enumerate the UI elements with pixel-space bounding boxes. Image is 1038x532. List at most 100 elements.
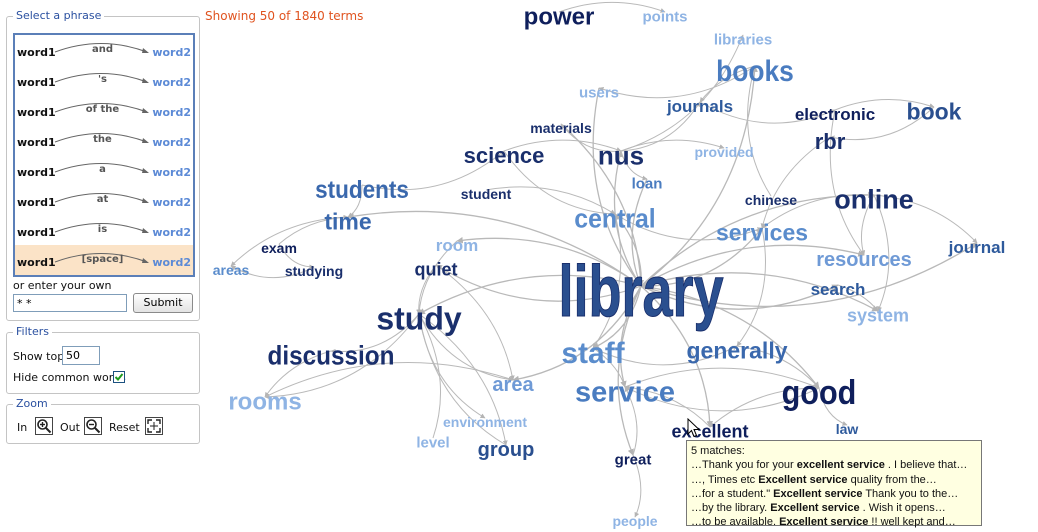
graph-word-great[interactable]: great bbox=[615, 451, 652, 468]
graph-word-books[interactable]: books bbox=[716, 53, 794, 87]
graph-word-people[interactable]: people bbox=[612, 513, 657, 529]
graph-edge bbox=[624, 386, 638, 456]
graph-word-libraries[interactable]: libraries bbox=[714, 31, 772, 48]
match-before: …for a student." bbox=[691, 487, 774, 500]
graph-word-staff[interactable]: staff bbox=[561, 337, 625, 370]
zoom-panel: Zoom In Out Reset bbox=[6, 397, 200, 444]
phrase-row[interactable]: word1 is word2 bbox=[15, 215, 193, 245]
graph-word-electronic[interactable]: electronic bbox=[795, 105, 875, 124]
graph-word-environment[interactable]: environment bbox=[443, 414, 527, 430]
graph-word-time[interactable]: time bbox=[324, 208, 371, 234]
graph-word-service[interactable]: service bbox=[575, 376, 675, 408]
graph-word-book[interactable]: book bbox=[907, 98, 962, 124]
phrase-word2: word2 bbox=[152, 196, 191, 209]
graph-word-law[interactable]: law bbox=[836, 421, 859, 437]
graph-word-journals[interactable]: journals bbox=[666, 97, 733, 116]
graph-word-rooms[interactable]: rooms bbox=[228, 389, 301, 416]
phrase-word1: word1 bbox=[17, 226, 56, 239]
graph-word-area[interactable]: area bbox=[492, 374, 534, 396]
graph-edge bbox=[592, 347, 626, 388]
graph-word-generally[interactable]: generally bbox=[687, 337, 788, 363]
graph-word-good[interactable]: good bbox=[782, 374, 857, 412]
graph-word-areas[interactable]: areas bbox=[213, 262, 250, 278]
graph-word-discussion[interactable]: discussion bbox=[268, 342, 395, 371]
graph-word-central[interactable]: central bbox=[574, 205, 655, 234]
phrase-row[interactable]: word1 the word2 bbox=[15, 125, 193, 155]
graph-word-student[interactable]: student bbox=[461, 186, 512, 202]
phrase-connector-label: of the bbox=[85, 104, 120, 115]
zoom-reset-button[interactable] bbox=[145, 417, 163, 435]
phrase-row[interactable]: word1 and word2 bbox=[15, 35, 193, 65]
graph-edge bbox=[361, 150, 505, 191]
graph-word-rbr[interactable]: rbr bbox=[815, 129, 846, 154]
graph-edge bbox=[503, 150, 616, 217]
graph-edge bbox=[640, 285, 820, 389]
phrase-word1: word1 bbox=[17, 136, 56, 149]
phrase-word2: word2 bbox=[152, 226, 191, 239]
filters-panel: Filters Show top: Hide common words bbox=[6, 325, 200, 394]
graph-word-library[interactable]: library bbox=[558, 251, 724, 332]
graph-edge bbox=[619, 285, 642, 388]
phrase-word1: word1 bbox=[17, 106, 56, 119]
graph-word-science[interactable]: science bbox=[464, 143, 545, 168]
graph-word-system[interactable]: system bbox=[847, 305, 909, 325]
graph-word-provided[interactable]: provided bbox=[694, 144, 753, 160]
graph-edge bbox=[620, 150, 648, 181]
hide-common-checkbox[interactable] bbox=[113, 371, 125, 383]
graph-edge bbox=[632, 454, 642, 518]
graph-edge bbox=[640, 244, 865, 287]
graph-word-materials[interactable]: materials bbox=[530, 120, 592, 136]
graph-edge bbox=[699, 65, 756, 103]
checkmark-icon bbox=[114, 373, 124, 381]
zoom-out-icon bbox=[86, 419, 101, 434]
graph-word-group[interactable]: group bbox=[478, 439, 535, 461]
hide-common-label: Hide common words bbox=[13, 371, 126, 384]
graph-word-quiet[interactable]: quiet bbox=[415, 259, 458, 279]
graph-word-excellent[interactable]: excellent bbox=[671, 421, 748, 441]
graph-word-users[interactable]: users bbox=[579, 84, 619, 101]
zoom-in-button[interactable] bbox=[35, 417, 53, 435]
graph-edge bbox=[418, 313, 508, 446]
phrase-row[interactable]: word1 at word2 bbox=[15, 185, 193, 215]
graph-word-studying[interactable]: studying bbox=[285, 263, 343, 279]
phrase-connector-label: [space] bbox=[81, 254, 124, 265]
show-top-input[interactable] bbox=[62, 346, 100, 365]
phrase-row[interactable]: word1 a word2 bbox=[15, 155, 193, 185]
graph-word-level[interactable]: level bbox=[416, 434, 449, 451]
graph-word-services[interactable]: services bbox=[716, 219, 808, 245]
graph-word-online[interactable]: online bbox=[834, 185, 914, 215]
graph-edge bbox=[592, 87, 642, 287]
word-graph[interactable]: power points libraries books users journals el… bbox=[200, 0, 1038, 532]
graph-edge bbox=[834, 99, 935, 111]
graph-word-journal[interactable]: journal bbox=[948, 238, 1006, 257]
graph-word-resources[interactable]: resources bbox=[816, 249, 912, 271]
graph-edge bbox=[278, 243, 315, 270]
graph-edge bbox=[347, 184, 363, 218]
graph-edge bbox=[837, 284, 879, 312]
graph-edge bbox=[264, 313, 420, 400]
graph-word-loan[interactable]: loan bbox=[632, 175, 663, 192]
zoom-out-button[interactable] bbox=[84, 417, 102, 435]
graph-edge bbox=[873, 194, 978, 244]
graph-word-students[interactable]: students bbox=[315, 176, 409, 204]
graph-word-search[interactable]: search bbox=[811, 280, 866, 299]
graph-word-chinese[interactable]: chinese bbox=[745, 192, 797, 208]
phrase-row[interactable]: word1 of the word2 bbox=[15, 95, 193, 125]
graph-word-study[interactable]: study bbox=[376, 301, 462, 337]
graph-edge bbox=[736, 345, 820, 389]
phrase-row[interactable]: word1 [space] word2 bbox=[15, 245, 193, 275]
graph-word-room[interactable]: room bbox=[436, 236, 479, 255]
graph-word-exam[interactable]: exam bbox=[261, 240, 297, 256]
graph-word-nus[interactable]: nus bbox=[598, 140, 644, 170]
submit-button[interactable]: Submit bbox=[133, 293, 193, 313]
graph-word-power[interactable]: power bbox=[524, 4, 595, 31]
mouse-cursor-icon bbox=[687, 418, 701, 438]
graph-word-points[interactable]: points bbox=[643, 8, 688, 25]
phrase-row[interactable]: word1 's word2 bbox=[15, 65, 193, 95]
match-term: excellent service bbox=[796, 459, 885, 472]
custom-phrase-input[interactable] bbox=[13, 294, 127, 312]
connector-arrow-icon bbox=[54, 253, 149, 263]
graph-edge bbox=[418, 313, 514, 382]
match-after: quality from the… bbox=[847, 473, 937, 486]
connector-arrow-icon bbox=[54, 73, 149, 83]
